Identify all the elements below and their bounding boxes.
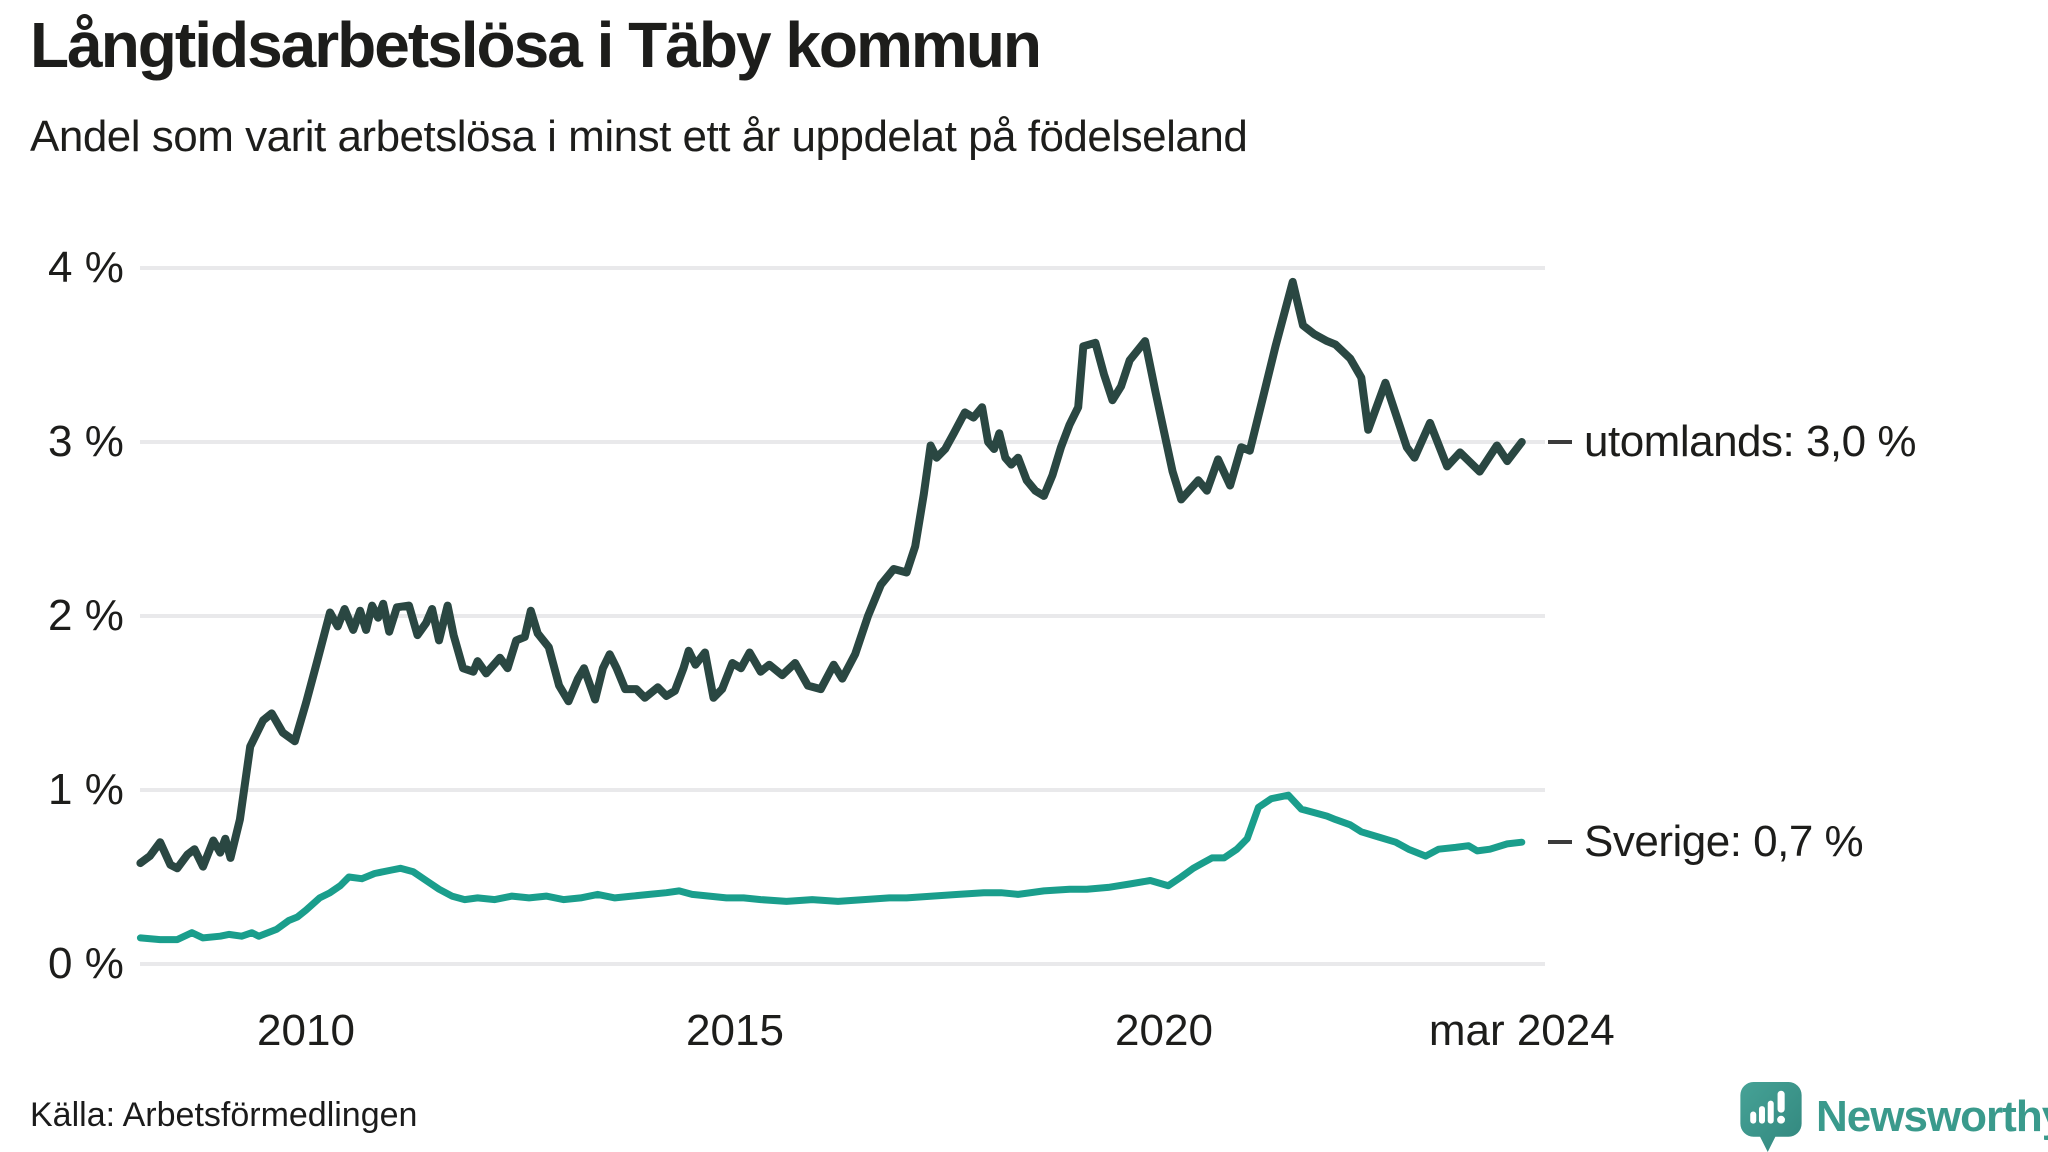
series-label-text: utomlands: 3,0 % — [1584, 417, 1916, 466]
y-tick-label: 2 % — [48, 591, 124, 640]
y-tick-label: 1 % — [48, 765, 124, 814]
y-tick-label: 0 % — [48, 939, 124, 988]
x-tick-label: mar 2024 — [1428, 1006, 1615, 1055]
page-title: Långtidsarbetslösa i Täby kommun — [30, 9, 1042, 81]
series-lines — [136, 277, 1526, 944]
series-label-utomlands: utomlands: 3,0 % — [1548, 414, 1916, 470]
y-tick-label: 3 % — [48, 417, 124, 466]
newsworthy-wordmark: Newsworthy — [1816, 1092, 2048, 1141]
x-tick-label: 2010 — [257, 1006, 355, 1055]
source-note: Källa: Arbetsförmedlingen — [30, 1096, 418, 1134]
gridlines — [140, 266, 1545, 966]
series-line-sverige — [136, 791, 1526, 944]
x-tick-label: 2015 — [686, 1006, 784, 1055]
newsworthy-logo: Newsworthy — [1740, 1082, 2048, 1152]
x-tick-label: 2020 — [1115, 1006, 1213, 1055]
series-label-text: Sverige: 0,7 % — [1584, 817, 1864, 867]
series-line-utomlands — [136, 277, 1526, 873]
chart-subtitle: Andel som varit arbetslösa i minst ett å… — [30, 112, 1248, 161]
newsworthy-pin-icon — [1740, 1082, 1802, 1152]
y-tick-label: 4 % — [48, 243, 124, 292]
bar-chart-glyph — [1750, 1090, 1785, 1124]
series-label-sverige: Sverige: 0,7 % — [1548, 814, 1864, 870]
series-tick-dash — [1548, 840, 1572, 845]
series-tick-dash — [1548, 440, 1572, 444]
